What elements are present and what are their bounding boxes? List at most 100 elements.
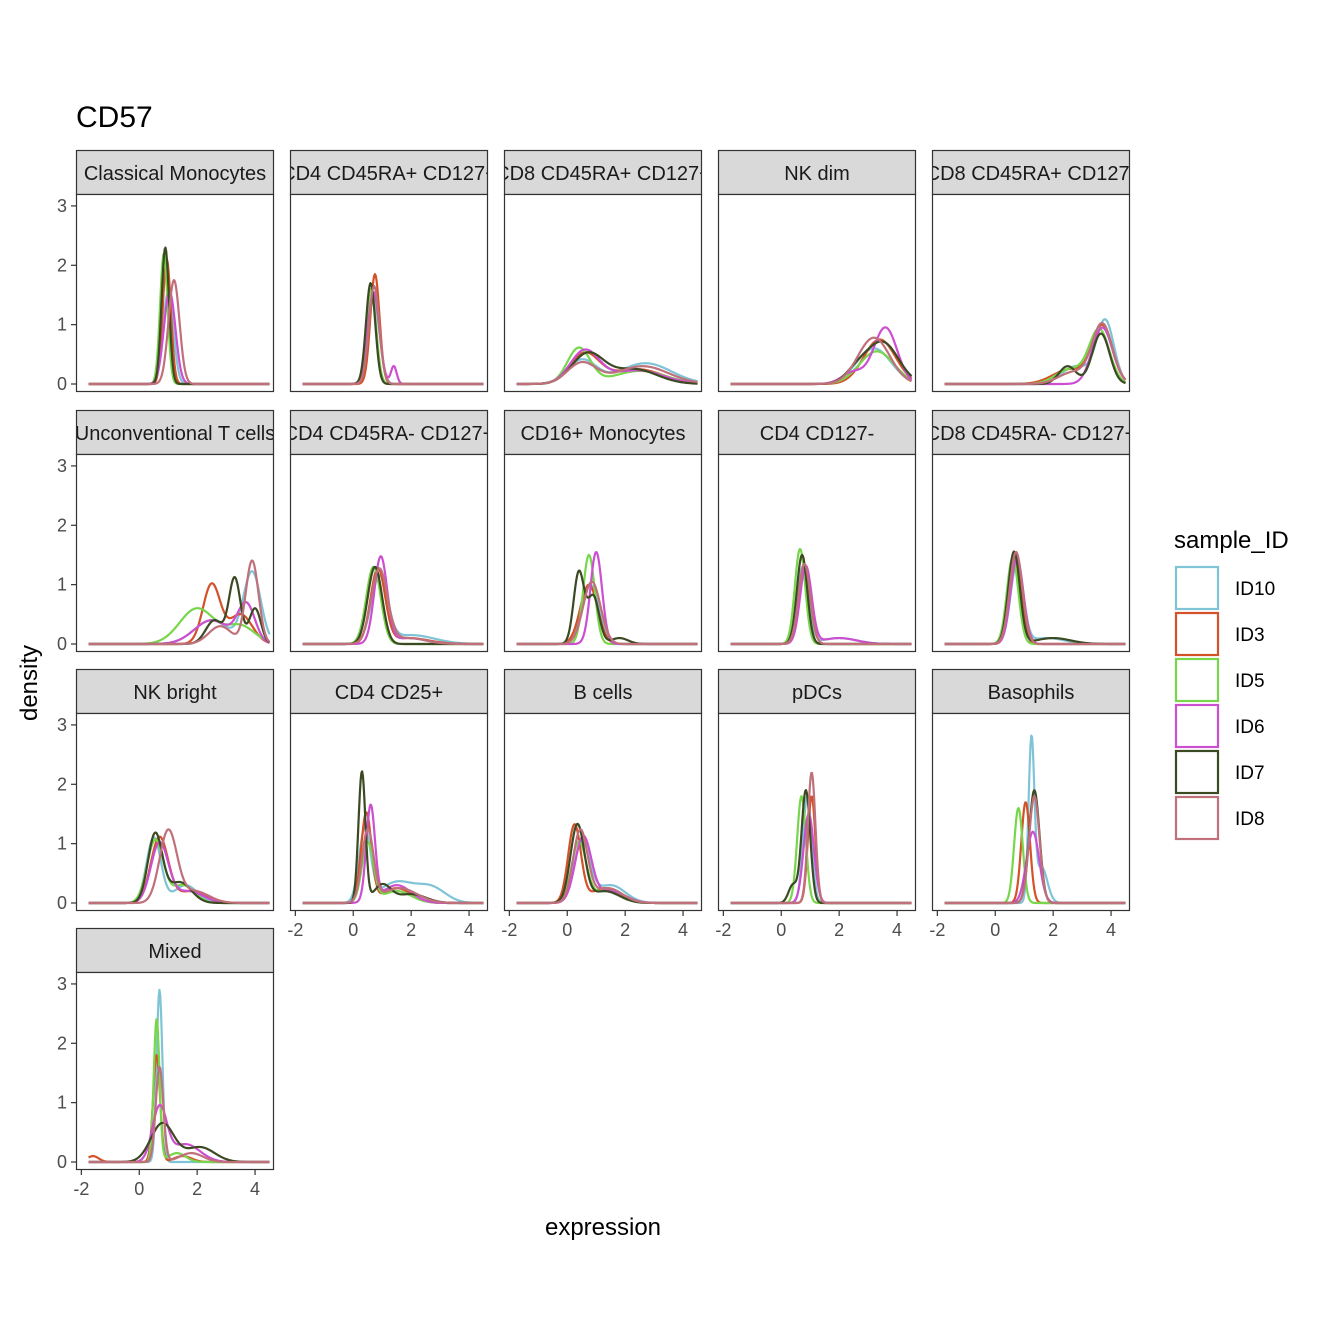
legend-label: ID3	[1235, 625, 1265, 646]
facet-strip	[717, 149, 917, 196]
density-line-id8	[516, 360, 698, 386]
density-line-id8	[944, 321, 1127, 386]
facet-strip	[503, 149, 703, 196]
y-tick-label: 3	[57, 974, 67, 994]
panel-border	[717, 453, 917, 653]
y-tick-label: 1	[57, 834, 67, 854]
x-tick-label: -2	[715, 920, 731, 940]
y-tick-label: 3	[57, 196, 67, 216]
y-tick-label: 2	[57, 1033, 67, 1053]
facet-panel: CD8 CD45RA+ CD127+	[495, 149, 711, 393]
facet-strip-label: B cells	[574, 682, 633, 704]
panel-border	[931, 453, 1131, 653]
legend-key	[1174, 703, 1220, 749]
facet-strip-label: CD4 CD45RA- CD127+	[284, 423, 495, 445]
legend-item: ID5	[1174, 657, 1265, 703]
y-tick-label: 0	[57, 893, 67, 913]
facet-strip	[75, 668, 275, 715]
facet-panel: NK dim	[717, 149, 917, 393]
x-tick-label: 0	[776, 920, 786, 940]
y-tick-label: 3	[57, 456, 67, 476]
x-tick-label: 2	[834, 920, 844, 940]
x-tick-label: 0	[562, 920, 572, 940]
y-tick-label: 2	[57, 774, 67, 794]
facet-strip	[717, 409, 917, 456]
density-line-id8	[730, 771, 912, 905]
legend-label: ID6	[1235, 717, 1265, 738]
facet-panel: CD4 CD45RA+ CD127+	[281, 149, 497, 393]
x-tick-label: 2	[406, 920, 416, 940]
facet-strip-label: CD4 CD127-	[760, 423, 874, 445]
legend-item: ID6	[1174, 703, 1265, 749]
y-tick-label: 1	[57, 1093, 67, 1113]
legend-key	[1174, 657, 1220, 703]
legend-title: sample_ID	[1174, 527, 1289, 554]
x-tick-label: -2	[501, 920, 517, 940]
legend-label: ID5	[1235, 671, 1265, 692]
y-tick-label: 0	[57, 374, 67, 394]
facet-strip	[289, 409, 489, 456]
density-line-id8	[730, 336, 912, 386]
facet-panel: CD8 CD45RA- CD127+	[926, 409, 1137, 653]
legend-item: ID7	[1174, 749, 1265, 795]
facet-strip-label: NK dim	[784, 163, 850, 185]
x-tick-label: -2	[287, 920, 303, 940]
density-line-id8	[730, 562, 912, 646]
facet-strip	[503, 668, 703, 715]
x-tick-label: 0	[990, 920, 1000, 940]
facet-panel: CD4 CD25+ -2 0 2 4	[287, 668, 489, 940]
panel-border	[289, 712, 489, 912]
facet-strip-label: CD8 CD45RA+ CD127+	[495, 163, 711, 185]
facet-panel: CD8 CD45RA+ CD127-	[931, 149, 1131, 393]
facet-strip-label: CD16+ Monocytes	[520, 423, 685, 445]
y-tick-label: 0	[57, 1152, 67, 1172]
x-tick-label: 2	[1048, 920, 1058, 940]
x-axis-title: expression	[545, 1214, 661, 1241]
facet-panel: Unconventional T cells 0 1 2 3	[57, 409, 275, 654]
density-line-id8	[944, 795, 1126, 905]
facet-strip-label: NK bright	[133, 682, 217, 704]
facet-strip	[503, 409, 703, 456]
density-line-id8	[516, 828, 698, 905]
facet-strip-label: Classical Monocytes	[84, 163, 266, 185]
density-line-id8	[88, 828, 270, 905]
legend-key	[1174, 565, 1220, 611]
facet-panel: Classical Monocytes 0 1 2 3	[57, 149, 275, 394]
x-tick-label: 4	[250, 1179, 260, 1199]
legend-key	[1174, 749, 1220, 795]
facet-panel: CD16+ Monocytes	[503, 409, 703, 653]
legend-label: ID7	[1235, 763, 1265, 784]
x-tick-label: 2	[620, 920, 630, 940]
density-line-id8	[88, 279, 270, 386]
x-tick-label: -2	[929, 920, 945, 940]
y-tick-label: 0	[57, 634, 67, 654]
facet-panel: NK bright 0 1 2 3	[57, 668, 275, 913]
facet-strip-label: CD8 CD45RA- CD127+	[926, 423, 1137, 445]
facet-panel: CD4 CD45RA- CD127+	[284, 409, 495, 653]
facet-panel: CD4 CD127-	[717, 409, 917, 653]
x-tick-label: 0	[134, 1179, 144, 1199]
facet-panel: Basophils -2 0 2 4	[929, 668, 1131, 940]
facet-strip-label: CD4 CD25+	[335, 682, 443, 704]
x-tick-label: -2	[73, 1179, 89, 1199]
facet-strip-label: CD4 CD45RA+ CD127+	[281, 163, 497, 185]
y-tick-label: 2	[57, 515, 67, 535]
x-tick-label: 0	[348, 920, 358, 940]
y-tick-label: 1	[57, 575, 67, 595]
density-line-id8	[302, 567, 484, 646]
x-tick-label: 4	[464, 920, 474, 940]
density-line-id8	[302, 284, 484, 386]
density-line-id8	[944, 550, 1126, 646]
facet-strip	[75, 927, 275, 974]
panel-border	[717, 193, 917, 393]
facet-panels: Classical Monocytes 0 1 2 3 CD4 CD45RA+ CD127…	[57, 149, 1137, 1199]
density-line-id8	[516, 580, 698, 646]
facet-panel: Mixed 0 1 2 3 -2 0 2 4	[57, 927, 275, 1199]
panel-border	[75, 971, 275, 1171]
y-tick-label: 1	[57, 315, 67, 335]
x-tick-label: 4	[678, 920, 688, 940]
density-line-id8	[88, 1065, 270, 1164]
legend-label: ID10	[1235, 579, 1275, 600]
panel-border	[931, 193, 1131, 393]
